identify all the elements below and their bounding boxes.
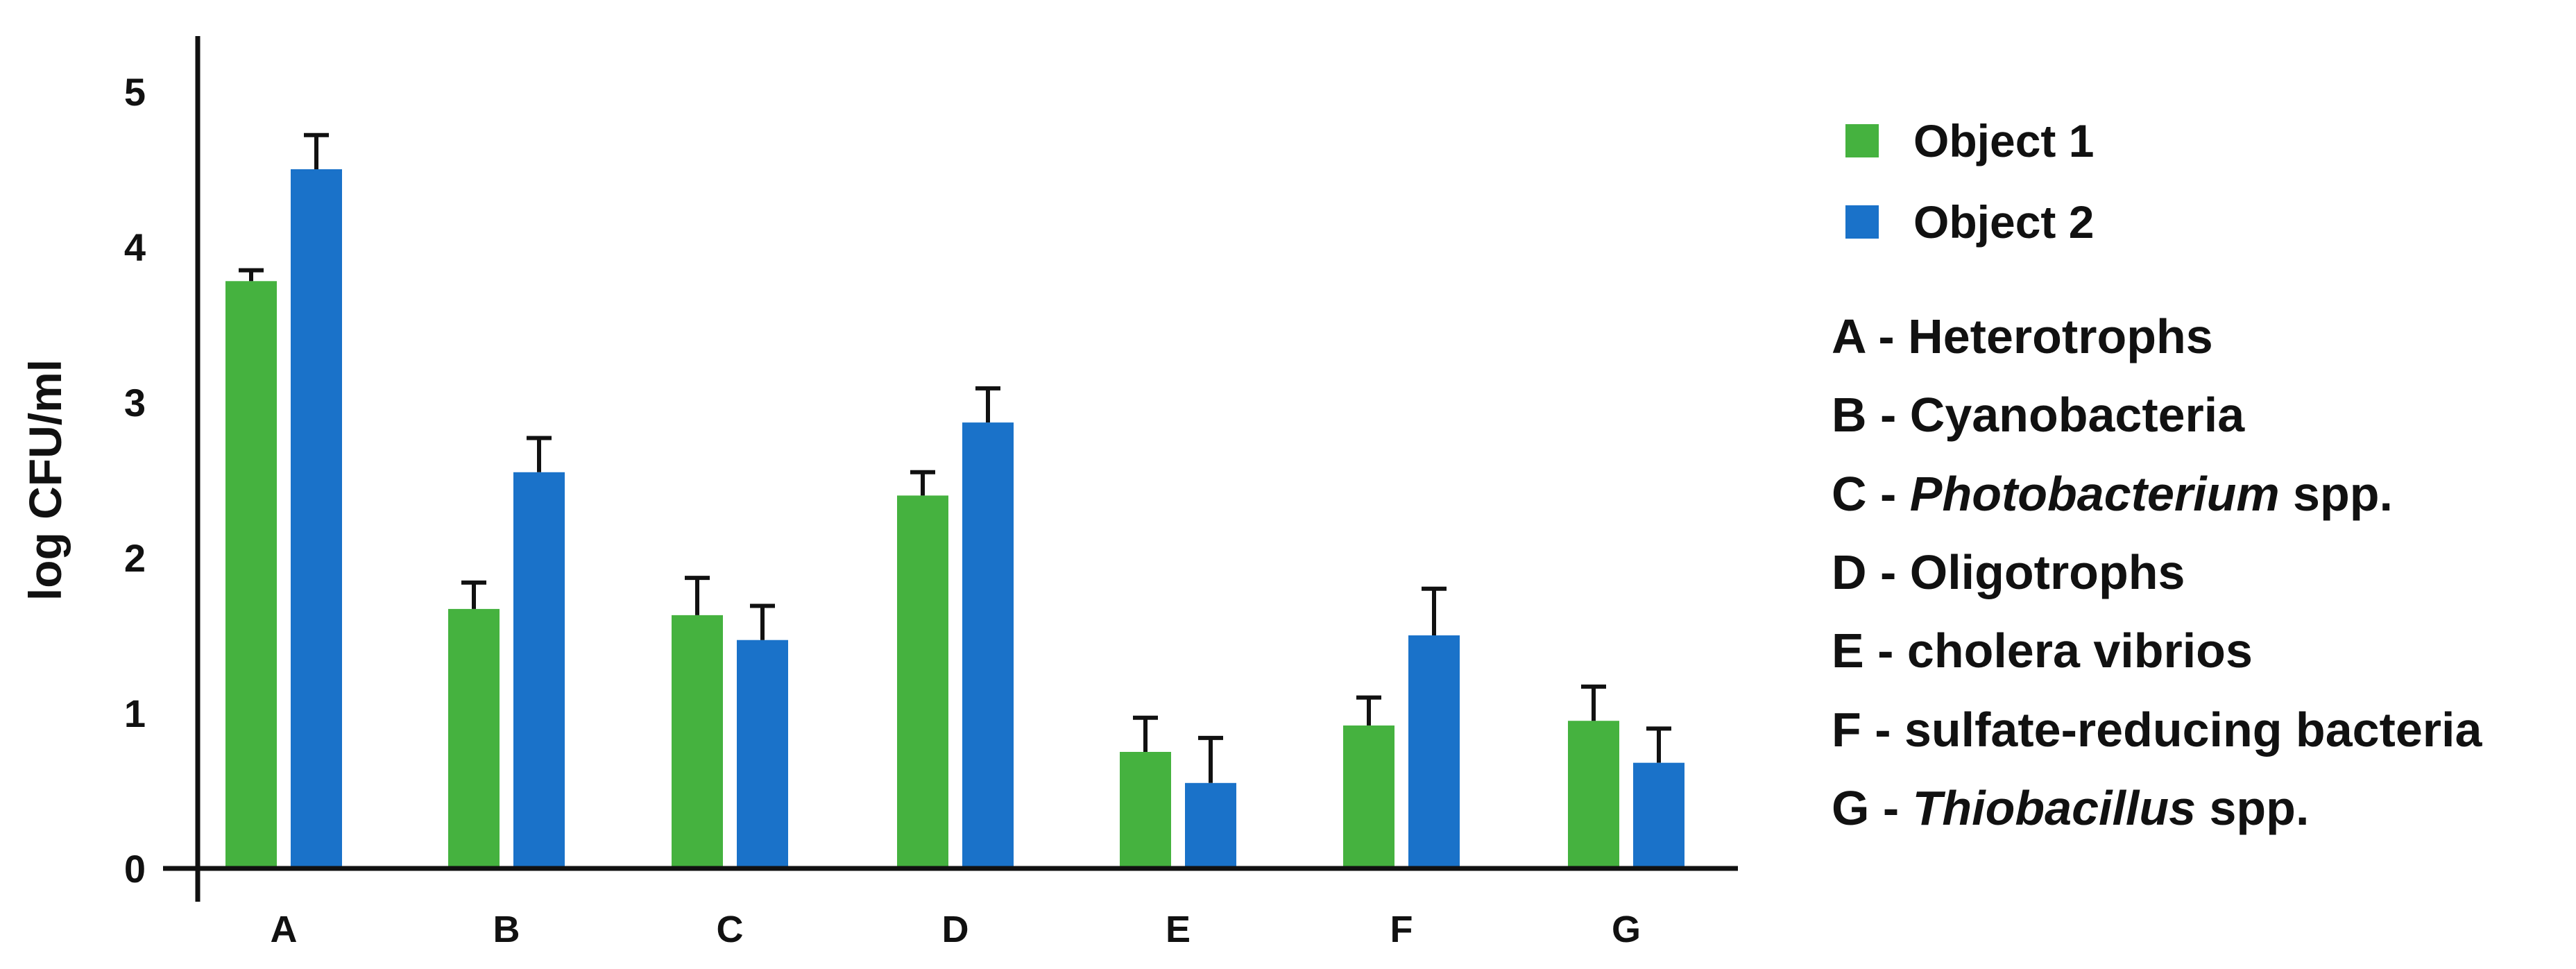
bar-a-object-2 [291, 169, 342, 868]
error-bar-f-object-1 [1356, 695, 1381, 726]
legend: Object 1 Object 2 A - Heterotrophs B - C… [1832, 0, 2567, 969]
y-tick-label-2: 2 [124, 536, 146, 580]
y-tick-labels: 0 1 2 3 4 5 [124, 70, 146, 891]
category-key-a: A - Heterotrophs [1832, 309, 2213, 363]
error-bar-e-object-1 [1133, 715, 1158, 752]
legend-entry-object-2: Object 2 [1845, 196, 2094, 248]
bar-e-object-2 [1185, 782, 1236, 868]
bar-c-object-1 [672, 615, 723, 868]
legend-swatch-object-2 [1845, 205, 1879, 239]
legend-entry-object-1: Object 1 [1845, 114, 2094, 167]
x-tick-label-b: B [493, 909, 520, 950]
bar-c-object-2 [737, 640, 788, 868]
bar-g-object-1 [1568, 721, 1619, 868]
category-key-d: D - Oligotrophs [1832, 545, 2185, 599]
legend-swatch-object-1 [1845, 124, 1879, 157]
x-tick-label-f: F [1390, 909, 1413, 950]
y-tick-label-0: 0 [124, 847, 146, 891]
bar-f-object-1 [1343, 725, 1394, 868]
error-bar-f-object-2 [1422, 586, 1447, 635]
category-key-f: F - sulfate-reducing bacteria [1832, 703, 2482, 757]
bar-g-object-2 [1633, 762, 1684, 868]
y-tick-label-3: 3 [124, 381, 146, 425]
error-bar-d-object-2 [975, 386, 1000, 423]
x-tick-labels: A B C D E F G [271, 909, 1641, 950]
legend-label-object-2: Object 2 [1913, 196, 2095, 248]
x-tick-label-g: G [1612, 909, 1641, 950]
error-bar-d-object-1 [910, 470, 935, 496]
bar-b-object-1 [448, 608, 500, 868]
error-bar-e-object-2 [1198, 735, 1223, 783]
bar-e-object-1 [1120, 752, 1171, 868]
category-key-e: E - cholera vibrios [1832, 624, 2253, 678]
category-key-g: G - Thiobacillus spp. [1832, 781, 2310, 835]
y-axis-label: log CFU/ml [19, 359, 71, 601]
y-tick-label-4: 4 [124, 225, 146, 269]
error-bar-a-object-2 [304, 132, 329, 169]
error-bar-b-object-1 [461, 580, 486, 609]
category-key-c: C - Photobacterium spp. [1832, 467, 2393, 521]
bar-d-object-1 [897, 495, 948, 868]
bars-group [225, 169, 1684, 868]
legend-label-object-1: Object 1 [1913, 115, 2095, 166]
bar-b-object-2 [513, 472, 565, 868]
x-tick-label-c: C [717, 909, 744, 950]
bar-a-object-1 [225, 281, 277, 868]
y-tick-label-5: 5 [124, 70, 146, 114]
bar-d-object-2 [962, 422, 1014, 868]
x-tick-label-d: D [942, 909, 969, 950]
category-key-b: B - Cyanobacteria [1832, 388, 2245, 442]
x-tick-label-a: A [271, 909, 298, 950]
error-bar-a-object-1 [239, 268, 264, 282]
error-bar-c-object-2 [750, 603, 775, 640]
bar-f-object-2 [1408, 635, 1460, 868]
error-bars-group [239, 132, 1671, 783]
error-bar-g-object-2 [1646, 726, 1671, 763]
error-bar-g-object-1 [1581, 684, 1606, 721]
x-tick-label-e: E [1166, 909, 1191, 950]
y-tick-label-1: 1 [124, 692, 146, 735]
error-bar-c-object-1 [685, 576, 710, 615]
error-bar-b-object-2 [527, 436, 552, 472]
bar-chart: 0 1 2 3 4 5 A B C D E F G log CFU/ml [19, 36, 1738, 950]
